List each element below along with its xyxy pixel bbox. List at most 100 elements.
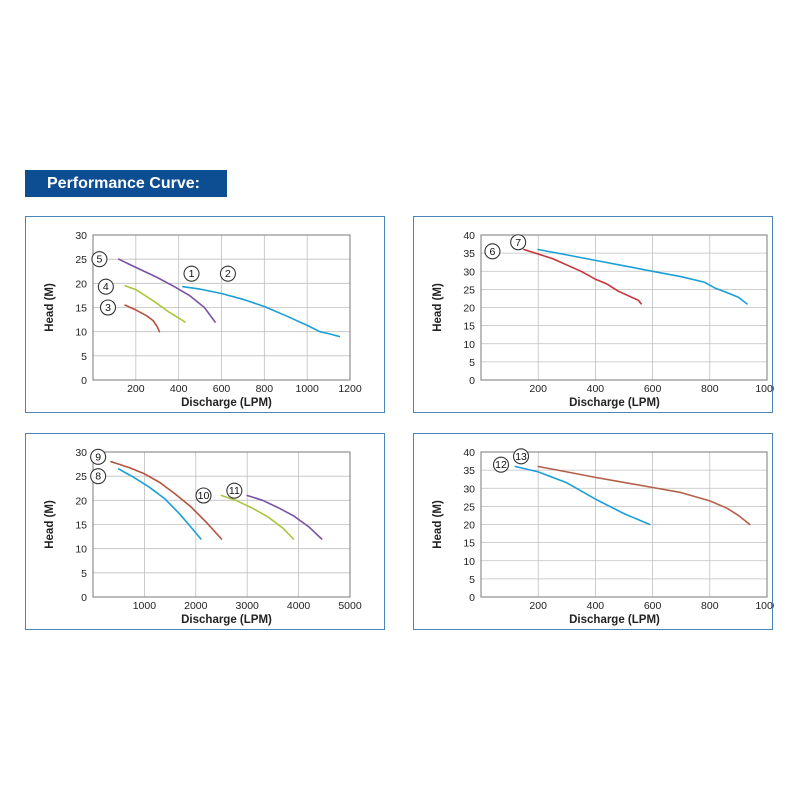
y-tick-label: 30 — [75, 447, 87, 459]
y-tick-label: 20 — [463, 520, 475, 532]
curve-label-10: 10 — [195, 487, 212, 504]
chart-svg: 1000 2000 3000 4000 5000 0 5 10 15 20 25 30 Discharg… — [44, 447, 362, 626]
y-tick-label: 5 — [469, 574, 475, 586]
curve-label-text: 12 — [495, 459, 507, 471]
x-tick-label: 1000 — [755, 600, 774, 612]
curve-label-2: 2 — [219, 265, 236, 282]
x-tick-label: 3000 — [236, 600, 260, 612]
curve-label-6: 6 — [484, 243, 501, 260]
chart-panel-4: 200 400 600 800 1000 0 5 10 15 20 25 30 35 40 Discharg… — [413, 433, 774, 630]
curve-label-text: 3 — [105, 302, 111, 314]
y-axis-title: Head (M) — [44, 500, 56, 549]
curve-label-text: 8 — [95, 471, 101, 483]
series-line-10 — [220, 494, 295, 540]
curve-label-1: 1 — [183, 265, 200, 282]
y-tick-label: 30 — [463, 483, 475, 495]
x-tick-label: 1000 — [755, 383, 774, 395]
plot-frame — [92, 451, 351, 598]
y-tick-label: 10 — [463, 339, 475, 351]
y-axis-title: Head (M) — [432, 283, 444, 332]
y-tick-label: 20 — [75, 278, 87, 290]
curve-label-text: 13 — [515, 451, 527, 463]
series-line-4 — [124, 285, 186, 323]
curve-label-text: 2 — [225, 268, 231, 280]
chart-panel-3: 1000 2000 3000 4000 5000 0 5 10 15 20 25 30 Discharg… — [25, 433, 385, 630]
y-tick-label: 0 — [81, 375, 87, 387]
x-tick-label: 200 — [529, 600, 547, 612]
y-tick-label: 25 — [75, 471, 87, 483]
y-tick-label: 0 — [81, 592, 87, 604]
curve-label-13: 13 — [512, 448, 530, 465]
curve-label-text: 7 — [515, 237, 521, 249]
y-tick-label: 10 — [75, 327, 87, 339]
y-tick-label: 15 — [463, 321, 475, 333]
y-tick-label: 5 — [81, 351, 87, 363]
x-tick-label: 200 — [529, 383, 547, 395]
curve-label-3: 3 — [99, 299, 117, 316]
curve-label-text: 4 — [103, 281, 109, 293]
x-tick-label: 1000 — [133, 600, 157, 612]
series-line-9 — [110, 460, 223, 540]
y-axis-title: Head (M) — [432, 500, 444, 549]
curve-label-4: 4 — [97, 278, 114, 295]
series-line-3 — [124, 304, 161, 333]
y-tick-label: 40 — [463, 447, 475, 459]
curve-label-text: 9 — [95, 451, 101, 463]
y-tick-label: 15 — [463, 538, 475, 550]
series-line-8 — [117, 468, 202, 540]
x-tick-label: 4000 — [287, 600, 311, 612]
y-tick-label: 35 — [463, 248, 475, 260]
y-tick-label: 0 — [469, 592, 475, 604]
series-line-7 — [537, 248, 748, 305]
y-tick-label: 0 — [469, 375, 475, 387]
series-line-13 — [537, 465, 751, 526]
x-tick-label: 400 — [170, 383, 188, 395]
y-tick-label: 25 — [463, 501, 475, 513]
page-title: Performance Curve: — [47, 175, 200, 192]
curve-label-8: 8 — [90, 468, 107, 485]
x-axis-title: Discharge (LPM) — [181, 397, 272, 409]
y-tick-label: 20 — [75, 495, 87, 507]
chart-svg: 200 400 600 800 1000 0 5 10 15 20 25 30 35 40 Discharg… — [432, 447, 774, 626]
series-line-11 — [246, 494, 323, 540]
chart-svg: 200 400 600 800 1000 0 5 10 15 20 25 30 35 40 Discharg… — [432, 230, 774, 409]
x-tick-label: 5000 — [338, 600, 362, 612]
x-tick-label: 2000 — [184, 600, 208, 612]
x-tick-label: 800 — [701, 600, 719, 612]
series-line-6 — [523, 248, 642, 305]
x-axis-title: Discharge (LPM) — [569, 397, 660, 409]
grid — [93, 451, 351, 598]
y-tick-label: 15 — [75, 520, 87, 532]
y-tick-label: 25 — [75, 254, 87, 266]
y-tick-label: 30 — [75, 230, 87, 242]
x-tick-label: 600 — [644, 600, 662, 612]
x-tick-label: 800 — [256, 383, 274, 395]
curve-label-11: 11 — [226, 482, 243, 499]
plot-frame — [480, 451, 768, 598]
y-tick-label: 15 — [75, 303, 87, 315]
y-tick-label: 25 — [463, 284, 475, 296]
x-tick-label: 400 — [587, 383, 605, 395]
curve-label-9: 9 — [90, 448, 107, 465]
curve-label-12: 12 — [492, 456, 510, 473]
chart-panel-2: 200 400 600 800 1000 0 5 10 15 20 25 30 35 40 Discharg… — [413, 216, 774, 413]
curve-label-text: 1 — [189, 268, 195, 280]
y-tick-label: 20 — [463, 303, 475, 315]
y-tick-label: 35 — [463, 465, 475, 477]
curve-label-7: 7 — [510, 234, 527, 251]
x-tick-label: 1200 — [338, 383, 362, 395]
grid — [481, 234, 768, 381]
y-tick-label: 5 — [469, 357, 475, 369]
chart-svg: 200 400 600 800 1000 1200051015202530Discharg… — [44, 230, 362, 409]
y-tick-label: 10 — [463, 556, 475, 568]
curve-label-5: 5 — [91, 251, 108, 268]
performance-curve-banner: Performance Curve: — [25, 170, 227, 197]
chart-panel-1: 200 400 600 800 1000 1200 0 5 10 15 20 25 30 Discharg… — [25, 216, 385, 413]
curve-label-text: 10 — [198, 490, 210, 502]
series-line-12 — [514, 465, 651, 526]
y-tick-label: 40 — [463, 230, 475, 242]
x-tick-label: 400 — [587, 600, 605, 612]
x-tick-label: 600 — [213, 383, 231, 395]
x-axis-title: Discharge (LPM) — [181, 614, 272, 626]
x-axis-title: Discharge (LPM) — [569, 614, 660, 626]
